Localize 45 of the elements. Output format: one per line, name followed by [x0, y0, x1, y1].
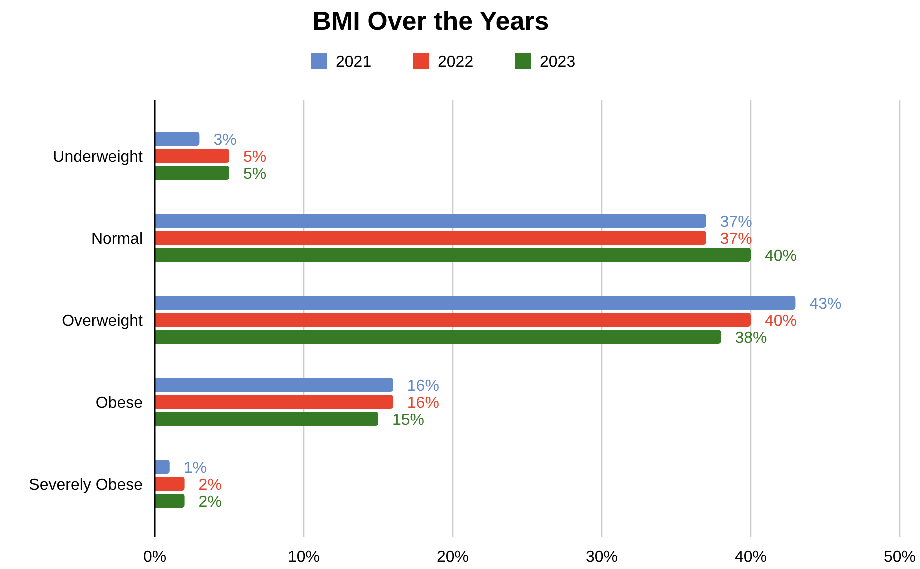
- legend-label: 2022: [438, 54, 474, 71]
- y-tick-label: Normal: [91, 231, 143, 248]
- bar: [155, 149, 230, 163]
- legend-label: 2021: [336, 54, 372, 71]
- x-tick-label: 40%: [734, 549, 768, 566]
- y-tick-label: Overweight: [62, 313, 144, 330]
- data-label: 2%: [198, 494, 222, 511]
- bar: [155, 330, 722, 344]
- bar: [155, 378, 394, 392]
- x-tick-label: 10%: [288, 549, 320, 566]
- data-label: 40%: [765, 248, 798, 265]
- y-tick-label: Severely Obese: [29, 477, 144, 494]
- y-tick-label: Obese: [96, 395, 144, 412]
- bar: [155, 460, 170, 474]
- data-label: 5%: [244, 149, 267, 166]
- bar: [155, 494, 185, 508]
- data-label: 3%: [214, 132, 237, 149]
- data-label: 2%: [198, 477, 222, 494]
- legend-label: 2023: [540, 54, 576, 71]
- data-label: 40%: [765, 313, 798, 330]
- data-label: 16%: [407, 395, 440, 412]
- bar: [155, 231, 706, 245]
- data-label: 43%: [810, 296, 842, 313]
- bar: [155, 166, 230, 180]
- bar: [155, 313, 751, 327]
- bar: [155, 477, 185, 491]
- bar: [155, 132, 200, 146]
- data-label: 38%: [735, 330, 768, 347]
- bar: [155, 412, 378, 426]
- x-tick-label: 20%: [436, 549, 470, 566]
- data-label: 1%: [184, 460, 208, 477]
- x-tick-label: 0%: [143, 549, 167, 566]
- data-label: 16%: [407, 378, 440, 395]
- data-label: 37%: [720, 214, 752, 231]
- data-label: 37%: [720, 231, 752, 248]
- bar: [155, 214, 706, 228]
- bar: [155, 296, 796, 310]
- chart-title: BMI Over the Years: [312, 6, 550, 36]
- data-label: 5%: [244, 166, 267, 183]
- bar: [155, 248, 751, 262]
- y-tick-label: Underweight: [53, 149, 144, 166]
- bar: [155, 395, 394, 409]
- data-label: 15%: [392, 412, 425, 429]
- x-tick-label: 50%: [884, 549, 916, 566]
- x-tick-label: 30%: [586, 549, 618, 566]
